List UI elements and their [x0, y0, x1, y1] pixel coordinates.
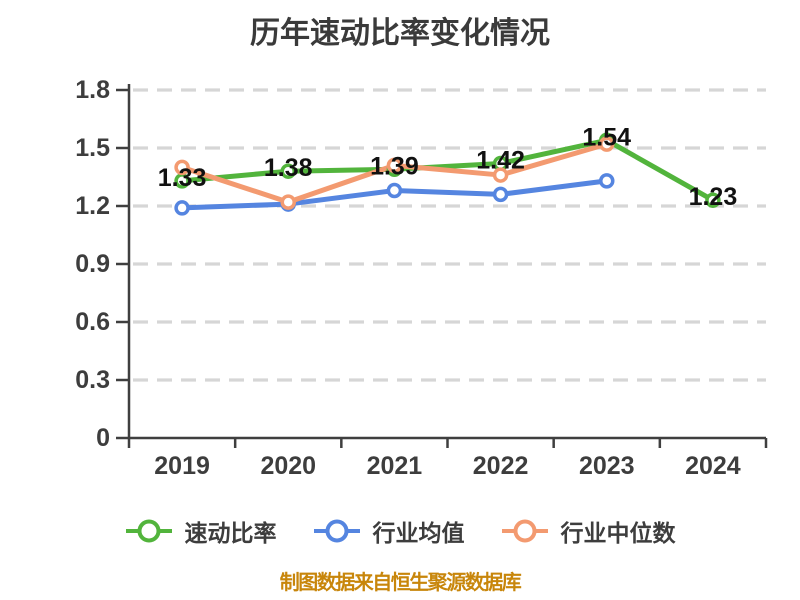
data-point — [492, 186, 509, 203]
data-label: 1.54 — [582, 123, 631, 151]
y-tick-label: 0.6 — [75, 308, 110, 336]
data-point — [386, 182, 403, 199]
data-label: 1.38 — [264, 154, 313, 182]
x-tick-label: 2020 — [260, 452, 316, 480]
y-tick-label: 0 — [96, 424, 110, 452]
y-tick-label: 0.9 — [75, 250, 110, 278]
y-tick-label: 1.8 — [75, 76, 110, 104]
data-point — [280, 194, 296, 210]
legend-marker-line-icon — [313, 519, 360, 543]
data-labels: 1.33 1.38 1.39 1.42 1.54 1.23 — [158, 123, 738, 211]
data-source-caption: 制图数据来自恒生聚源数据库 — [279, 572, 522, 594]
data-point — [492, 167, 509, 183]
x-tick-label: 2019 — [154, 452, 210, 480]
x-tick-label: 2021 — [367, 452, 423, 480]
data-point — [705, 192, 721, 208]
data-label: 1.39 — [370, 152, 419, 180]
legend-label-industry-average: 行业均值 — [372, 520, 465, 546]
legend: 速动比率 行业均值 行业中位数 — [0, 514, 800, 548]
legend-label-quick-ratio: 速动比率 — [184, 520, 277, 546]
legend-marker-line-icon — [125, 519, 172, 543]
axis-tick-labels: 0 0.3 0.6 0.9 1.2 1.5 1.8 2019 2020 2021 2022 2023 2… — [75, 76, 741, 480]
data-point — [386, 157, 403, 174]
data-point — [174, 200, 190, 216]
axes — [116, 84, 768, 448]
data-point — [599, 136, 615, 152]
chart-title: 历年速动比率变化情况 — [250, 17, 550, 50]
data-point — [599, 173, 615, 189]
y-tick-label: 0.3 — [75, 366, 110, 394]
data-label: 1.42 — [476, 146, 525, 174]
data-point — [280, 163, 296, 179]
data-point — [174, 159, 190, 176]
x-tick-label: 2024 — [685, 452, 741, 480]
legend-item-industry-average[interactable]: 行业均值 — [313, 514, 465, 548]
legend-item-industry-median[interactable]: 行业中位数 — [501, 514, 676, 548]
x-tick-label: 2022 — [473, 452, 529, 480]
data-label: 1.33 — [158, 164, 207, 192]
y-tick-label: 1.5 — [75, 134, 110, 162]
data-label: 1.23 — [689, 183, 738, 211]
legend-label-industry-median: 行业中位数 — [560, 520, 676, 546]
x-tick-label: 2023 — [579, 452, 635, 480]
y-tick-label: 1.2 — [75, 192, 110, 220]
series-quick-ratio — [179, 137, 716, 203]
legend-marker-line-icon — [501, 519, 548, 543]
series-industry-median-points — [174, 136, 615, 210]
legend-item-quick-ratio[interactable]: 速动比率 — [125, 514, 277, 548]
grid-lines — [133, 88, 766, 382]
